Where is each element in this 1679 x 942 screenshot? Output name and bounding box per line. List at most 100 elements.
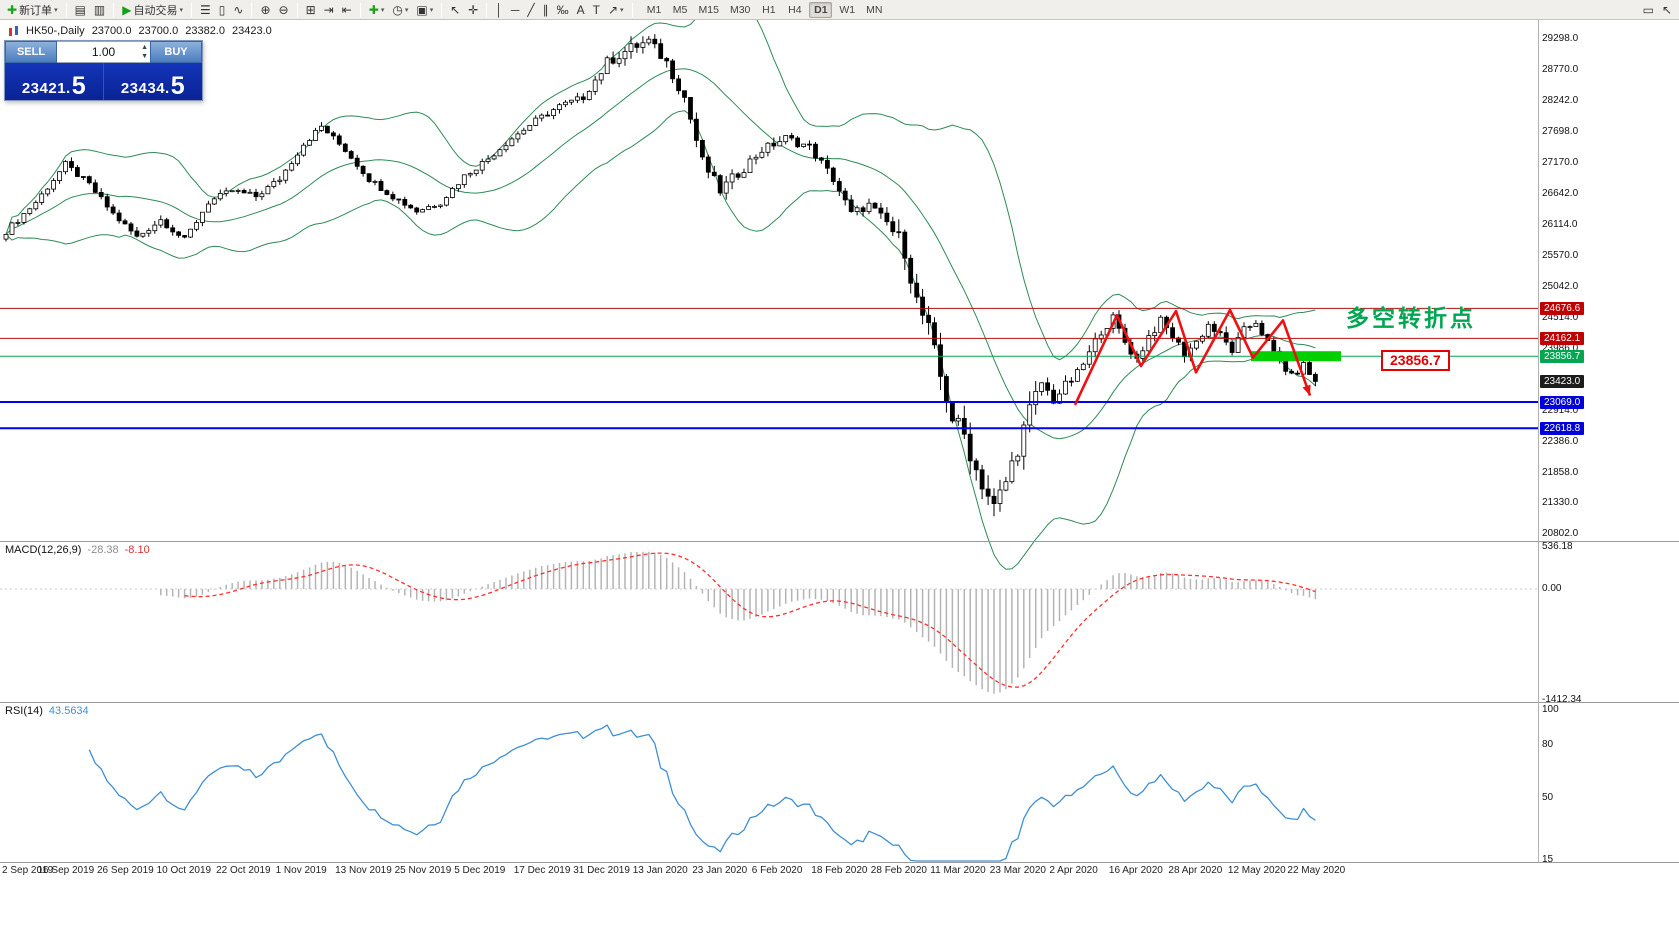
- timeframe-m15[interactable]: M15: [698, 3, 719, 16]
- new-order[interactable]: ✚ 新订单 ▾: [3, 1, 62, 18]
- support-tag-green: 23856.7: [1540, 349, 1585, 363]
- macd-signal-value: -8.10: [124, 544, 150, 556]
- candlestick-mode[interactable]: ▯: [215, 1, 230, 18]
- tile-windows[interactable]: ⊞: [302, 1, 320, 18]
- date-axis-label: 5 Dec 2019: [454, 865, 506, 876]
- auto-trading-label: 自动交易: [133, 4, 178, 17]
- price-axis-label: 22386.0: [1542, 435, 1579, 447]
- date-axis-label: 22 May 2020: [1287, 865, 1346, 876]
- sell-price[interactable]: 23421. 5: [5, 63, 103, 100]
- text-label-tool[interactable]: T: [589, 1, 604, 18]
- date-axis-label: 18 Feb 2020: [811, 865, 868, 876]
- auto-trading[interactable]: ▶ 自动交易 ▾: [118, 1, 187, 18]
- date-axis-label: 16 Apr 2020: [1108, 865, 1163, 876]
- toolbar-separator: [113, 2, 115, 17]
- toolbar-separator: [359, 2, 361, 17]
- timeframe-mn[interactable]: MN: [866, 3, 883, 16]
- zoom-in[interactable]: ⊕: [256, 1, 274, 18]
- chart-shift-icon: ⇤: [341, 2, 352, 17]
- navigator-toggle[interactable]: ▥: [90, 1, 109, 18]
- buy-price-big-digit: 5: [170, 71, 186, 100]
- price-axis-label: 29298.0: [1542, 33, 1579, 45]
- buy-button[interactable]: BUY: [150, 41, 202, 63]
- channel-tool[interactable]: ∥: [539, 1, 553, 18]
- horizontal-line-tool[interactable]: ─: [507, 1, 524, 18]
- rsi-axis-label: 80: [1542, 739, 1554, 751]
- fibonacci-tool[interactable]: ‰: [553, 1, 573, 18]
- stepper-up-icon[interactable]: ▲: [141, 44, 148, 51]
- resistance-tag-1: 24676.6: [1540, 301, 1585, 315]
- tile-windows-icon: ⊞: [305, 2, 316, 17]
- price-axis-label: 27698.0: [1542, 126, 1579, 138]
- toolbar: ✚ 新订单 ▾ ▤ ▥ ▶ 自动交易 ▾ ☰ ▯ ∿ ⊕ ⊖ ⊞ ⇥ ⇤ ✚ ▾ ◷ ▾ ▣ ▾ ↖ ✛ │ ─ ╱ ∥ ‰ A T ↗ ▾ M1…: [0, 0, 1679, 20]
- line-chart-mode[interactable]: ∿: [229, 1, 247, 18]
- chart-window-mode-icon: ▭: [1642, 2, 1654, 17]
- toolbar-separator: [296, 2, 298, 17]
- date-axis-label: 17 Dec 2019: [513, 865, 571, 876]
- one-click-trading-panel: SELL 1.00 ▲ ▼ BUY 23421. 5 23434. 5: [4, 40, 203, 101]
- toolbar-separator: [251, 2, 253, 17]
- chart-low: 23382.0: [185, 25, 225, 37]
- chart-shift[interactable]: ⇤: [338, 1, 356, 18]
- chart-title: HK50-,Daily 23700.0 23700.0 23382.0 2342…: [8, 25, 274, 37]
- macd-axis-label: 536.18: [1542, 541, 1573, 552]
- trade-panel-prices: 23421. 5 23434. 5: [5, 63, 202, 100]
- price-axis-label: 28770.0: [1542, 64, 1579, 75]
- arrows-tool-caret: ▾: [620, 6, 624, 14]
- sell-button[interactable]: SELL: [5, 41, 57, 63]
- price-axis-label: 20802.0: [1542, 528, 1579, 540]
- period-selector[interactable]: ◷ ▾: [388, 1, 412, 18]
- date-axis-label: 23 Jan 2020: [692, 865, 748, 876]
- timeframe-h1[interactable]: H1: [762, 3, 776, 16]
- trendline-tool[interactable]: ╱: [523, 1, 538, 18]
- timeframe-d1[interactable]: D1: [809, 1, 833, 18]
- rsi-axis-label: 15: [1542, 853, 1554, 865]
- volume-value[interactable]: 1.00: [91, 45, 116, 59]
- market-watch-toggle-icon: ▤: [74, 2, 86, 17]
- cursor-mode[interactable]: ↖: [1658, 1, 1676, 18]
- price-axis-label: 25570.0: [1542, 250, 1579, 262]
- zoom-out[interactable]: ⊖: [275, 1, 293, 18]
- timeframe-m5[interactable]: M5: [672, 3, 688, 16]
- price-axis-label: 21858.0: [1542, 466, 1579, 478]
- rsi-label: RSI(14) 43.5634: [5, 705, 89, 717]
- date-axis-label: 12 May 2020: [1227, 865, 1286, 876]
- date-axis-label: 23 Mar 2020: [989, 865, 1046, 876]
- template-selector[interactable]: ▣ ▾: [412, 1, 437, 18]
- crosshair-tool[interactable]: ✛: [464, 1, 482, 18]
- candlestick-icon: [8, 25, 19, 37]
- cursor-tool[interactable]: ↖: [446, 1, 464, 18]
- rsi-axis-label: 50: [1542, 792, 1554, 803]
- price-axis-label: 27170.0: [1542, 157, 1579, 169]
- timeframe-h4[interactable]: H4: [788, 3, 802, 16]
- date-axis-label: 28 Feb 2020: [870, 865, 927, 876]
- date-axis-label: 31 Dec 2019: [573, 865, 630, 876]
- price-axis-label: 21330.0: [1542, 497, 1579, 509]
- toolbar-separator: [486, 2, 488, 17]
- volume-stepper[interactable]: ▲ ▼: [141, 43, 148, 61]
- timeframe-m30[interactable]: M30: [729, 3, 751, 16]
- navigator-toggle-icon: ▥: [93, 2, 106, 17]
- indicators-add-caret: ▾: [380, 6, 385, 14]
- timeframe-w1[interactable]: W1: [839, 3, 856, 16]
- auto-scroll[interactable]: ⇥: [320, 1, 338, 18]
- arrows-tool[interactable]: ↗ ▾: [604, 1, 628, 18]
- chart-window-mode[interactable]: ▭: [1639, 1, 1658, 18]
- cursor-tool-icon: ↖: [450, 2, 461, 17]
- vertical-line-tool[interactable]: │: [491, 1, 507, 18]
- new-order-icon: ✚: [7, 2, 18, 17]
- cursor-mode-icon: ↖: [1661, 2, 1672, 17]
- template-selector-icon: ▣: [416, 2, 428, 17]
- market-watch-toggle[interactable]: ▤: [71, 1, 90, 18]
- volume-input[interactable]: 1.00 ▲ ▼: [57, 41, 150, 63]
- timeframe-m1[interactable]: M1: [646, 3, 662, 16]
- stepper-down-icon[interactable]: ▼: [141, 53, 148, 60]
- price-axis-label: 28242.0: [1542, 94, 1579, 106]
- line-chart-mode-icon: ∿: [233, 2, 244, 17]
- indicators-add[interactable]: ✚ ▾: [365, 1, 389, 18]
- bar-chart-mode[interactable]: ☰: [196, 1, 215, 18]
- text-tool[interactable]: A: [573, 1, 589, 18]
- buy-price[interactable]: 23434. 5: [103, 63, 202, 100]
- indicators-add-icon: ✚: [368, 2, 379, 17]
